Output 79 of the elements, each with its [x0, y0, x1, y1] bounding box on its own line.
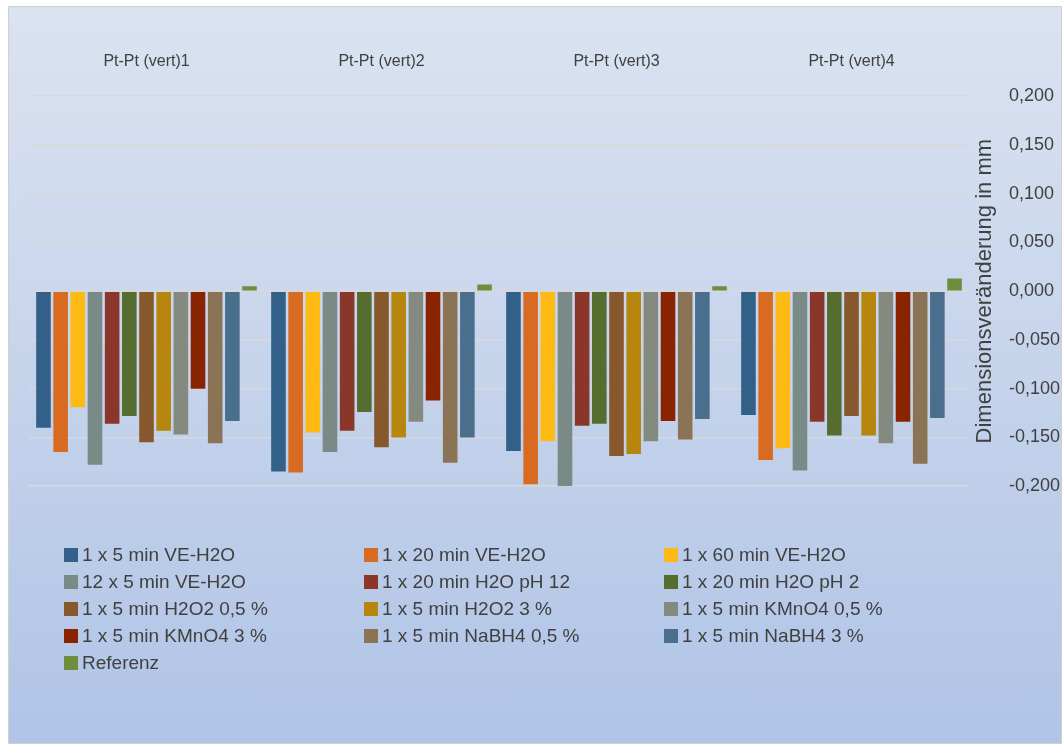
legend-label: 1 x 5 min NaBH4 0,5 % [382, 625, 580, 647]
bar [775, 291, 791, 449]
bar [391, 291, 406, 438]
bar [741, 291, 756, 416]
bar [322, 291, 338, 453]
legend-label: 1 x 60 min VE-H2O [682, 544, 846, 566]
legend-label: 1 x 20 min H2O pH 2 [682, 571, 860, 593]
bar [477, 284, 492, 291]
bar [374, 291, 389, 448]
bar [288, 291, 303, 473]
bar [70, 291, 86, 408]
legend-label: 1 x 5 min H2O2 0,5 % [82, 598, 268, 620]
bar [190, 291, 206, 389]
bar [36, 291, 51, 428]
x-tick-label: Pt-Pt (vert)3 [573, 52, 660, 70]
y-tick-label: -0,050 [1009, 328, 1061, 349]
x-tick-label: Pt-Pt (vert)2 [338, 52, 425, 70]
y-tick-label: 0,100 [1009, 182, 1055, 203]
legend-label: 1 x 20 min H2O pH 12 [382, 571, 570, 593]
bar [442, 291, 458, 463]
bar [425, 291, 441, 401]
bar [660, 291, 676, 421]
y-tick-label: -0,100 [1009, 377, 1061, 398]
x-tick-label: Pt-Pt (vert)4 [808, 52, 895, 70]
bar [156, 291, 171, 431]
bar [139, 291, 154, 443]
y-tick-label: 0,050 [1009, 231, 1055, 252]
bar [643, 291, 659, 442]
legend-label: 1 x 5 min KMnO4 3 % [82, 625, 267, 647]
bar [271, 291, 286, 472]
bar [173, 291, 189, 435]
legend-label: 1 x 5 min NaBH4 3 % [682, 625, 864, 647]
bar [792, 291, 808, 471]
bar [827, 291, 842, 436]
y-tick-label: -0,150 [1009, 426, 1061, 447]
bar [122, 291, 137, 416]
bar [861, 291, 876, 436]
bar [912, 291, 928, 464]
bar [695, 291, 710, 419]
bar [225, 291, 240, 421]
bar [305, 291, 321, 433]
y-tick-label: -0,200 [1009, 475, 1061, 496]
bar [557, 291, 573, 487]
bar [844, 291, 859, 416]
legend-label: Referenz [82, 652, 160, 674]
y-tick-label: 0,150 [1009, 133, 1055, 154]
bar [87, 291, 103, 465]
bar [357, 291, 372, 413]
bar [626, 291, 641, 455]
bar [207, 291, 223, 444]
bar [677, 291, 693, 440]
bar [712, 286, 727, 291]
bar [523, 291, 538, 485]
legend-label: 12 x 5 min VE-H2O [82, 571, 246, 593]
bar [895, 291, 911, 422]
legend-label: 1 x 20 min VE-H2O [382, 544, 546, 566]
bar [758, 291, 773, 460]
y-tick-label: 0,200 [1009, 85, 1055, 106]
bar [878, 291, 894, 444]
y-tick-label: 0,000 [1009, 280, 1055, 301]
bar [408, 291, 424, 422]
legend-label: 1 x 5 min VE-H2O [82, 544, 236, 566]
bar [609, 291, 624, 456]
bar [460, 291, 475, 438]
x-tick-label: Pt-Pt (vert)1 [103, 52, 190, 70]
bar [339, 291, 355, 431]
bar [592, 291, 607, 424]
bar [540, 291, 556, 442]
bar [53, 291, 68, 453]
legend-label: 1 x 5 min H2O2 3 % [382, 598, 553, 620]
bar [242, 286, 257, 291]
legend-label: 1 x 5 min KMnO4 0,5 % [682, 598, 883, 620]
bar [930, 291, 945, 418]
bar [809, 291, 825, 422]
y-axis-title: Dimensionsveränderung in mm [971, 138, 997, 444]
bar [947, 278, 962, 291]
bar [506, 291, 521, 452]
bar [104, 291, 120, 424]
bar [574, 291, 590, 426]
